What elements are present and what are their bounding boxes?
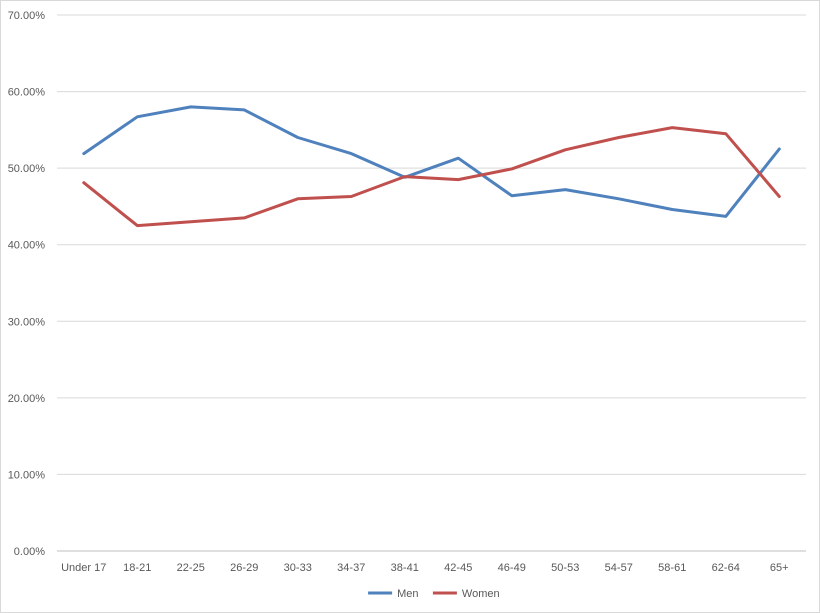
x-axis-tick-labels: Under 17 18-21 22-25 26-29 30-33 34-37 38-41 42… (61, 562, 788, 574)
y-tick-label: 40.00% (8, 240, 46, 252)
x-tick-label: 18-21 (123, 562, 151, 574)
x-tick-label: 65+ (770, 562, 789, 574)
series-line-women (82, 126, 781, 228)
x-tick-label: 54-57 (605, 562, 633, 574)
series-line-men (82, 105, 781, 218)
gridlines (57, 14, 806, 552)
x-tick-label: 46-49 (498, 562, 526, 574)
series-lines (82, 105, 781, 228)
y-tick-label: 20.00% (8, 393, 46, 405)
x-tick-label: 26-29 (230, 562, 258, 574)
y-tick-label: 70.00% (8, 10, 46, 22)
legend-label-women: Women (462, 588, 500, 600)
x-tick-label: 38-41 (391, 562, 419, 574)
x-tick-label: 34-37 (337, 562, 365, 574)
y-tick-label: 0.00% (14, 546, 45, 558)
legend-label-men: Men (397, 588, 418, 600)
x-tick-label: 62-64 (712, 562, 740, 574)
legend: Men Women (368, 588, 500, 600)
y-axis-tick-labels: 0.00% 10.00% 20.00% 30.00% 40.00% 50.00% 60.00… (8, 10, 46, 558)
x-tick-label: 30-33 (284, 562, 312, 574)
y-tick-label: 10.00% (8, 469, 46, 481)
x-tick-label: 50-53 (551, 562, 579, 574)
x-tick-label: 42-45 (444, 562, 472, 574)
x-tick-label: 58-61 (658, 562, 686, 574)
y-tick-label: 50.00% (8, 163, 46, 175)
x-tick-label: 22-25 (177, 562, 205, 574)
x-tick-label: Under 17 (61, 562, 106, 574)
y-tick-label: 30.00% (8, 316, 46, 328)
y-tick-label: 60.00% (8, 87, 46, 99)
